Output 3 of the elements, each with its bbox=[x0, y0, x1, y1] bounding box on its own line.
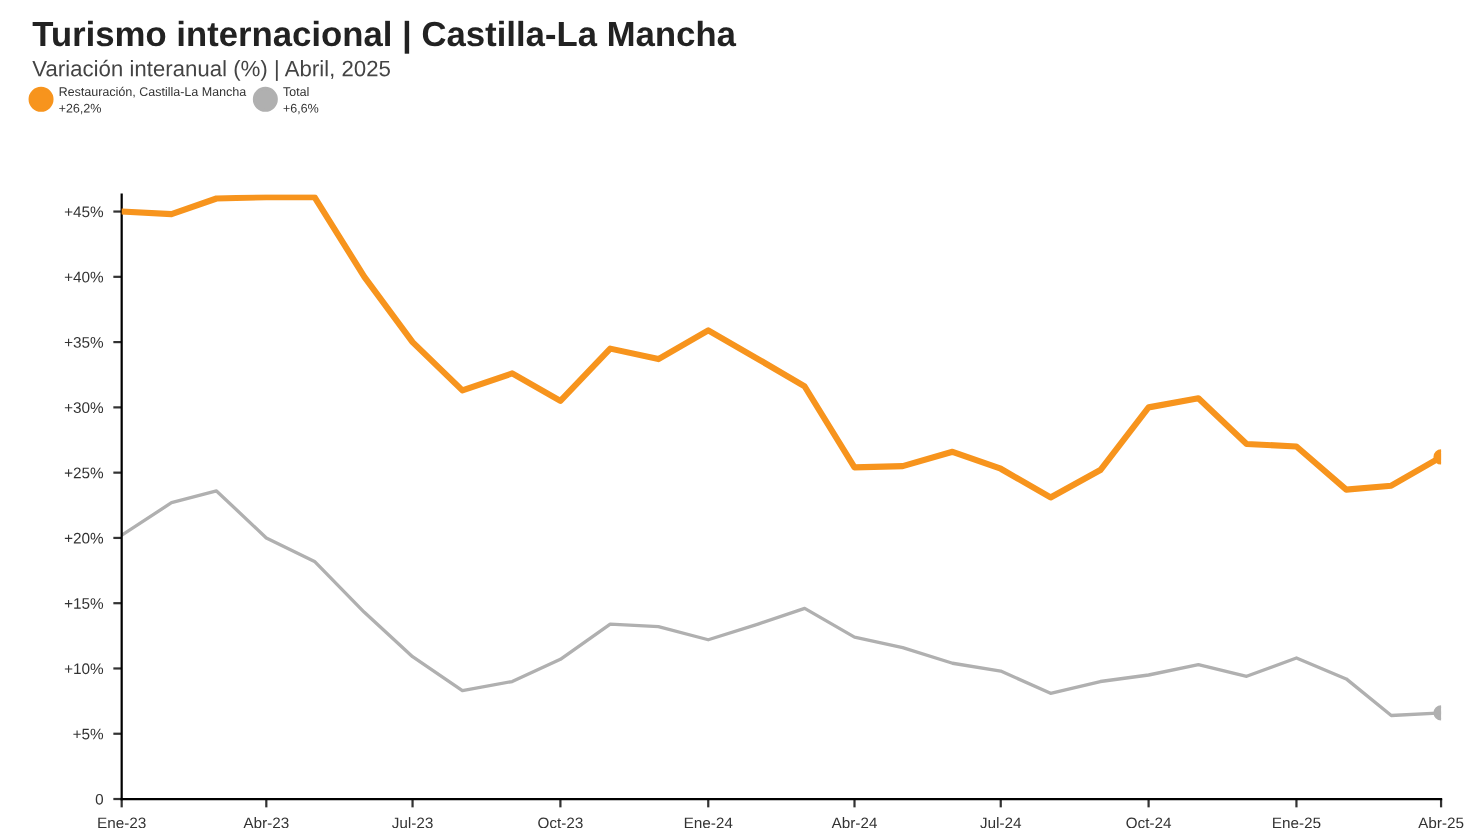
chart-title: Turismo internacional | Castilla-La Mancha bbox=[32, 20, 737, 54]
line-series bbox=[121, 194, 1442, 501]
chart-subtitle: Variación interanual (%) | Abril, 2025 bbox=[32, 59, 390, 81]
